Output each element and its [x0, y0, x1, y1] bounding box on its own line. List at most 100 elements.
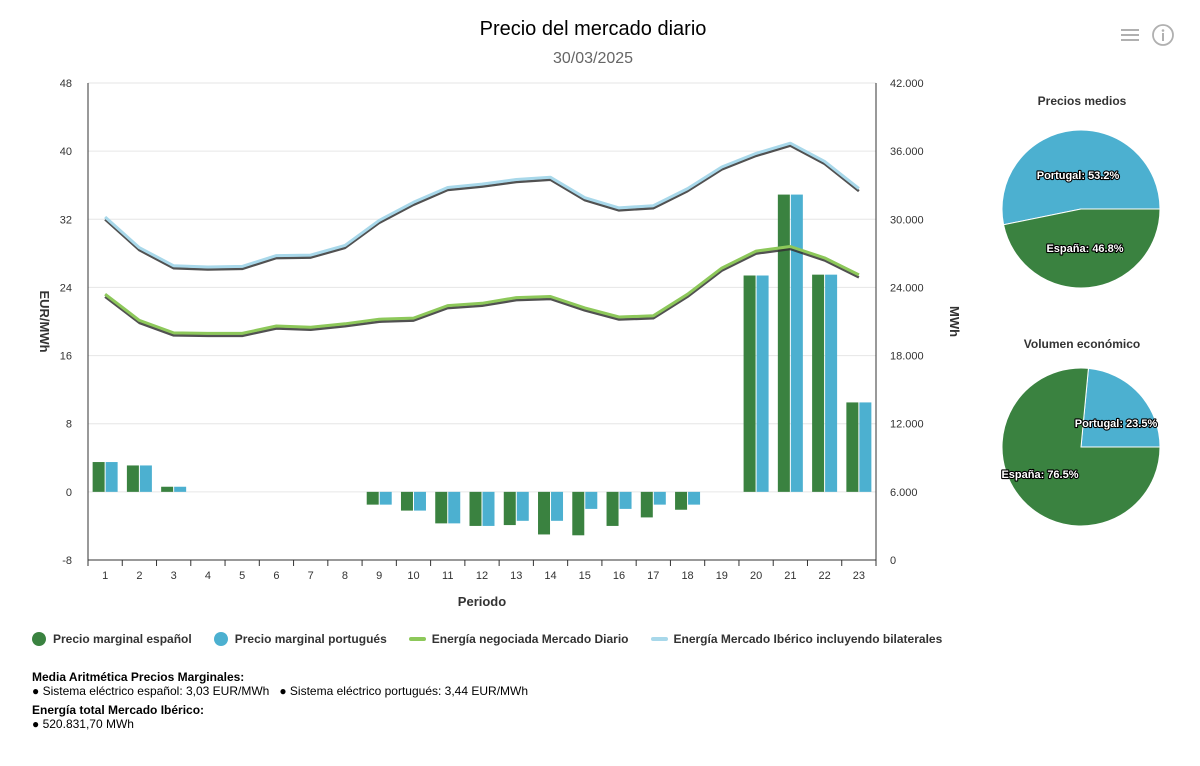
x-tick-label: 12: [476, 570, 488, 582]
legend-dot-icon: [32, 632, 46, 646]
x-tick-label: 13: [510, 570, 522, 582]
bar-portugal: [653, 491, 666, 505]
y-left-tick-label: 0: [66, 487, 72, 499]
pie-slice-portugal: [1001, 129, 1161, 226]
info-icon[interactable]: [1150, 22, 1176, 48]
y-right-tick-label: 12.000: [890, 419, 924, 431]
bar-portugal: [379, 491, 392, 505]
pie-slice-spain: [1001, 367, 1161, 527]
bar-series: [92, 194, 872, 536]
bar-portugal: [448, 491, 461, 524]
bar-portugal: [482, 491, 495, 526]
pie-title-volumen-economico: Volumen económico: [1023, 337, 1141, 351]
x-tick-label: 22: [818, 570, 830, 582]
x-tick-label: 15: [579, 570, 591, 582]
x-tick-label: 8: [342, 570, 348, 582]
bar-portugal: [516, 491, 529, 521]
x-tick-label: 20: [750, 570, 762, 582]
bar-spain: [675, 491, 688, 510]
legend-item-energy-iberian[interactable]: Energía Mercado Ibérico incluyendo bilat…: [650, 632, 942, 646]
bar-spain: [538, 491, 551, 535]
x-tick-label: 3: [171, 570, 177, 582]
bar-portugal: [790, 194, 803, 492]
bar-spain: [366, 491, 379, 505]
bar-portugal: [859, 402, 872, 492]
y-right-tick-label: 36.000: [890, 146, 924, 158]
bar-spain: [743, 275, 756, 492]
legend-line-icon: [650, 637, 668, 641]
y-left-tick-label: -8: [62, 555, 72, 567]
x-tick-label: 19: [716, 570, 728, 582]
pie-volumen-economico: Portugal: 23.5% España: 76.5%: [1000, 367, 1161, 527]
bar-spain: [161, 486, 174, 492]
x-tick-label: 10: [407, 570, 419, 582]
x-tick-label: 11: [442, 570, 453, 582]
summary: Media Aritmética Precios Marginales: ● S…: [32, 670, 528, 731]
summary-energy: ● 520.831,70 MWh: [32, 717, 134, 731]
bar-spain: [503, 491, 516, 526]
bar-portugal: [585, 491, 598, 509]
pie-label-portugal: Portugal: 53.2%: [1037, 170, 1120, 182]
bar-spain: [846, 402, 859, 492]
bar-portugal: [688, 491, 701, 505]
summary-heading-energy: Energía total Mercado Ibérico:: [32, 703, 205, 717]
y-left-tick-label: 40: [60, 146, 72, 158]
line-energy-daily: [104, 245, 860, 335]
y-left-tick-label: 16: [60, 351, 72, 363]
bar-portugal: [825, 274, 838, 492]
x-tick-label: 5: [239, 570, 245, 582]
pie-label-spain: España: 46.8%: [1046, 243, 1123, 255]
x-tick-label: 2: [136, 570, 142, 582]
y-left-tick-label: 8: [66, 419, 72, 431]
pie-label-portugal: Portugal: 23.5%: [1075, 418, 1158, 430]
x-tick-label: 14: [544, 570, 556, 582]
bar-spain: [606, 491, 619, 526]
bar-portugal: [551, 491, 564, 521]
y-right-axis-title: MWh: [947, 306, 962, 337]
x-tick-label: 9: [376, 570, 382, 582]
bar-portugal: [174, 486, 187, 492]
y-right-tick-label: 42.000: [890, 78, 924, 90]
bar-spain: [435, 491, 448, 524]
y-left-tick-label: 48: [60, 78, 72, 90]
legend-label: Precio marginal portugués: [234, 632, 387, 646]
legend-dot-icon: [213, 632, 228, 646]
bar-portugal: [619, 491, 632, 509]
bar-portugal: [413, 491, 426, 511]
summary-heading-prices: Media Aritmética Precios Marginales:: [32, 670, 245, 684]
line-shadow: [104, 144, 860, 271]
pie-slice-portugal: [1080, 367, 1161, 448]
chart-subtitle: 30/03/2025: [552, 50, 634, 67]
bar-spain: [400, 491, 413, 511]
bar-spain: [777, 194, 790, 492]
legend-item-spain-price[interactable]: Precio marginal español: [32, 632, 192, 646]
x-axis-title: Periodo: [458, 594, 506, 609]
x-tick-label: 17: [647, 570, 659, 582]
bar-spain: [572, 491, 585, 536]
y-left-tick-label: 32: [60, 214, 72, 226]
bar-portugal: [105, 462, 118, 492]
x-tick-label: 1: [102, 570, 108, 582]
pie-label-spain: España: 76.5%: [1001, 469, 1078, 481]
legend-item-portugal-price[interactable]: Precio marginal portugués: [213, 632, 387, 646]
menu-icon[interactable]: [1118, 24, 1142, 46]
bar-spain: [126, 465, 139, 492]
legend-item-energy-daily[interactable]: Energía negociada Mercado Diario: [408, 632, 629, 646]
legend-label: Precio marginal español: [53, 632, 192, 646]
chart-title: Precio del mercado diario: [479, 18, 707, 40]
x-tick-label: 18: [681, 570, 693, 582]
x-tick-label: 21: [784, 570, 796, 582]
pie-slice-spain: [1002, 208, 1161, 289]
x-tick-label: 6: [273, 570, 279, 582]
pie-title-precios-medios: Precios medios: [1037, 94, 1127, 108]
x-tick-label: 16: [613, 570, 625, 582]
bar-portugal: [139, 465, 152, 492]
y-left-tick-label: 24: [60, 282, 72, 294]
y-right-tick-label: 30.000: [890, 214, 924, 226]
pie-precios-medios: Portugal: 53.2% España: 46.8%: [1001, 129, 1161, 289]
bar-spain: [812, 274, 825, 492]
y-left-axis-title: EUR/MWh: [37, 290, 52, 352]
y-right-tick-label: 6.000: [890, 487, 918, 499]
